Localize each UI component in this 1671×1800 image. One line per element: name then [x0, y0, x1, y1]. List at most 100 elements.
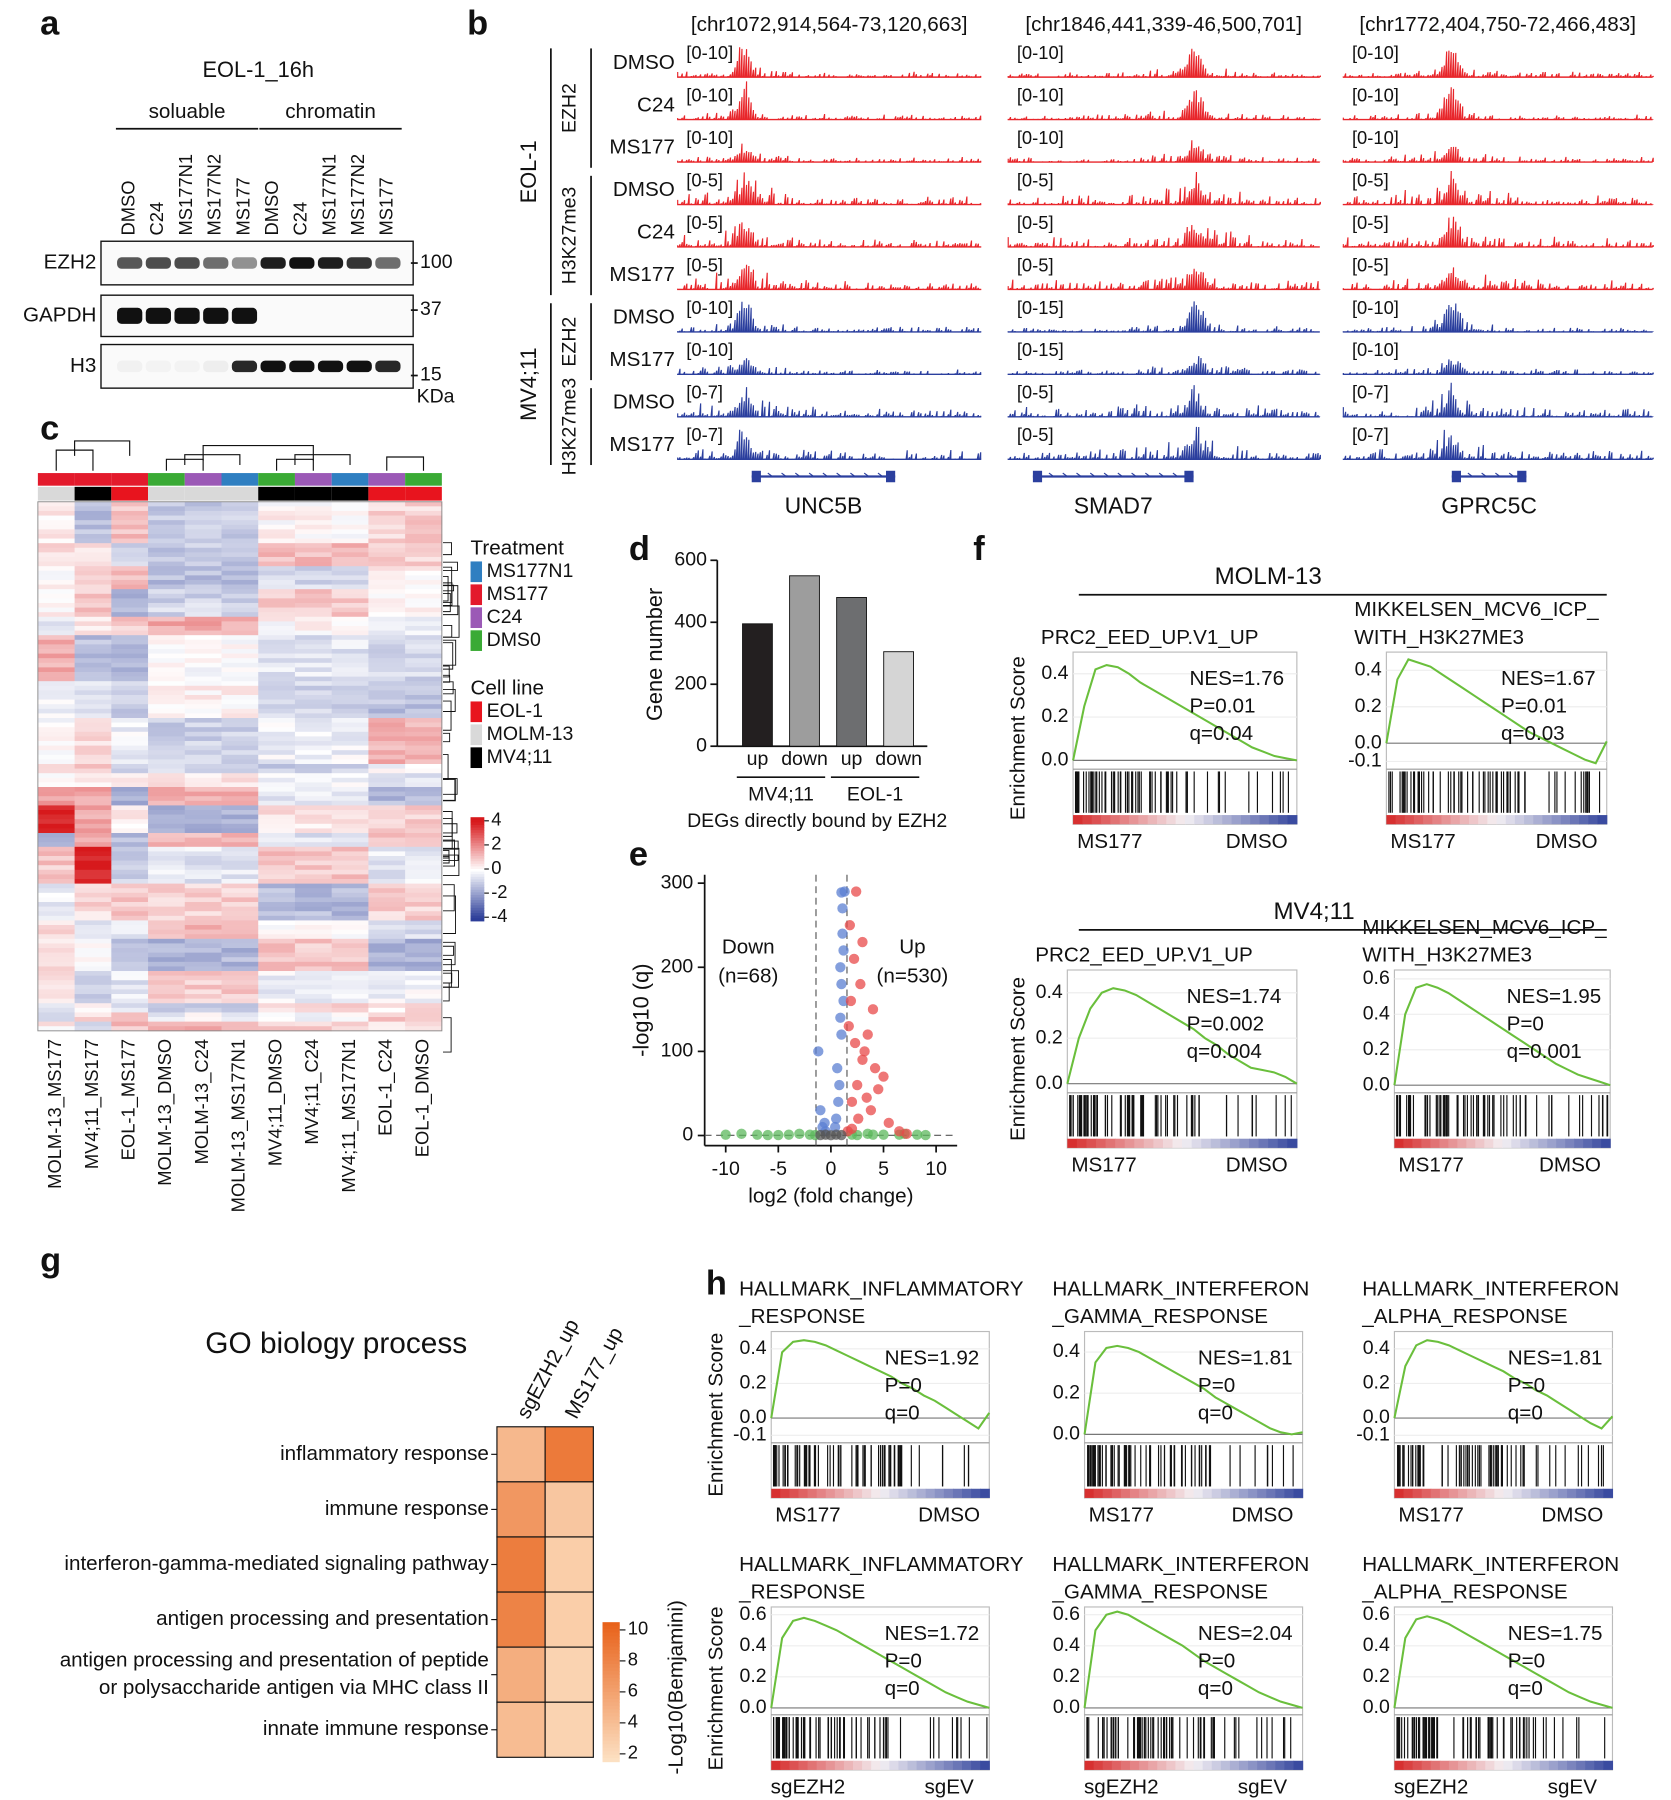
heat-cell [221, 694, 259, 700]
rank-bar [1211, 1760, 1222, 1770]
colorbar-slice [602, 1650, 620, 1655]
heat-cell [37, 957, 75, 963]
heat-cell [368, 616, 406, 622]
heat-cell [331, 902, 369, 907]
legend-label: DMS0 [487, 629, 541, 651]
heat-cell [405, 598, 443, 604]
heat-cell [221, 805, 259, 811]
mark-label: H3K27me3 [559, 378, 581, 476]
cell-line-annotation [148, 486, 185, 501]
heat-cell [148, 685, 186, 691]
heat-cell [37, 676, 75, 682]
heat-cell [148, 671, 186, 677]
heat-cell [111, 699, 149, 705]
heat-cell [221, 911, 259, 917]
rank-bar [807, 1760, 818, 1770]
gsea-title: HALLMARK_INFLAMMATORY [739, 1278, 1024, 1301]
heat-cell [368, 556, 406, 562]
rank-bar [1448, 1488, 1459, 1498]
heat-cell [405, 773, 443, 779]
heat-cell [258, 948, 296, 953]
heat-cell [331, 837, 369, 843]
heat-cell [74, 819, 112, 825]
row-label: inflammatory response [280, 1442, 489, 1465]
y-tick-label: 0.2 [1355, 695, 1382, 717]
heat-cell [368, 704, 406, 710]
heat-cell [74, 856, 112, 861]
heat-cell [37, 856, 75, 861]
heat-cell [294, 708, 333, 714]
heat-cell [331, 727, 369, 733]
range-label: [0-10] [1352, 84, 1399, 105]
heat-cell [221, 589, 259, 595]
heat-cell [74, 833, 112, 838]
heat-cell [331, 980, 369, 986]
heat-cell [37, 786, 75, 792]
heat-cell [74, 759, 112, 765]
heat-cell [368, 846, 406, 852]
heat-cell [111, 561, 149, 567]
heat-cell [405, 759, 443, 765]
heat-cell [148, 943, 186, 949]
heat-cell [368, 727, 406, 733]
rank-bar [1413, 815, 1424, 825]
heat-cell [294, 510, 333, 516]
dendrogram [294, 454, 351, 466]
heat-cell [74, 846, 112, 852]
x-tick-label: down [875, 748, 922, 770]
heat-cell [37, 566, 75, 572]
heat-cell [258, 616, 296, 622]
heat-cell [544, 1646, 594, 1703]
range-label: [0-10] [1352, 127, 1399, 148]
range-label: [0-5] [1352, 212, 1389, 233]
blot-band [260, 360, 286, 373]
scale-slice [470, 889, 485, 893]
blot-band [117, 307, 143, 324]
colorbar-slice [602, 1695, 620, 1700]
heat-cell [184, 648, 222, 654]
heat-cell [111, 833, 149, 838]
signal-track [1342, 146, 1654, 163]
heat-cell [258, 556, 296, 562]
heat-cell [184, 773, 222, 779]
scale-slice [470, 892, 485, 896]
scale-slice [470, 897, 485, 901]
heat-cell [74, 612, 112, 618]
intron-arrow [1062, 472, 1068, 477]
heat-cell [148, 676, 186, 682]
intron-arrow [1158, 472, 1165, 477]
es-curve [1385, 658, 1608, 765]
heat-cell [74, 984, 112, 990]
heat-cell [37, 938, 75, 944]
heat-cell [405, 915, 443, 921]
heat-cell [74, 1026, 112, 1032]
heat-cell [37, 510, 75, 516]
heat-cell [368, 763, 406, 769]
heat-cell [368, 607, 406, 613]
heat-cell [294, 750, 333, 756]
heat-cell [184, 934, 222, 940]
heat-cell [221, 810, 259, 815]
heat-cell [258, 846, 296, 852]
heat-cell [37, 543, 75, 549]
heat-cell [111, 980, 149, 986]
gsea-stat: P=0.002 [1187, 1013, 1264, 1036]
heat-cell [221, 648, 259, 654]
heat-cell [405, 575, 443, 581]
heat-cell [74, 676, 112, 682]
heat-cell [111, 547, 149, 553]
scale-slice [470, 866, 485, 870]
heat-cell [405, 980, 443, 986]
heat-cell [74, 943, 112, 949]
heat-cell [405, 860, 443, 866]
heat-cell [368, 796, 406, 802]
signal-track [1007, 171, 1321, 205]
rank-bar [1530, 1488, 1541, 1498]
colorbar-slice [602, 1754, 620, 1759]
heat-cell [368, 961, 406, 967]
rank-bar [1115, 1138, 1126, 1148]
heat-cell [184, 911, 222, 917]
heat-cell [148, 998, 186, 1004]
blot-band [375, 257, 401, 269]
heat-cell [74, 593, 112, 599]
